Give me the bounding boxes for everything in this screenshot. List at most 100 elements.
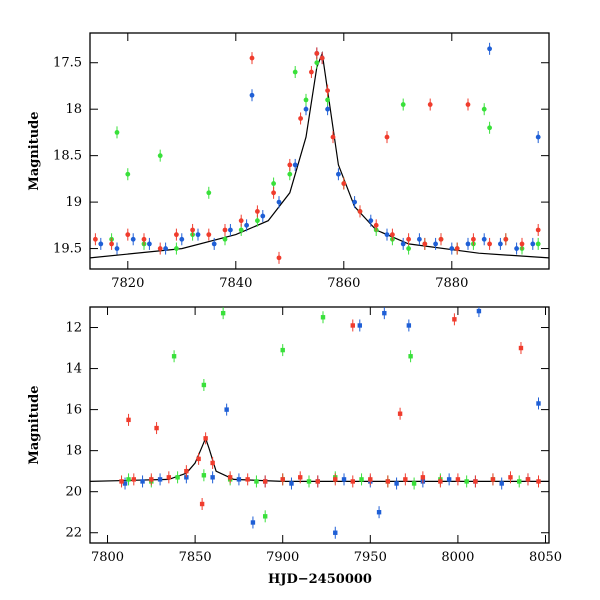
data-point: [262, 514, 268, 519]
x-tick-label: 7820: [111, 276, 144, 291]
data-point: [249, 55, 255, 61]
data-point: [289, 481, 294, 486]
data-point: [481, 106, 487, 112]
data-point: [438, 236, 444, 242]
data-point: [125, 232, 131, 238]
data-point: [174, 246, 179, 251]
x-tick-label: 8000: [441, 550, 474, 565]
data-point: [449, 246, 455, 251]
top-panel: 7820 7840 7860 7880 17.5 18 18.5 19 19.5 Magnitu…: [27, 32, 550, 291]
data-point: [119, 479, 124, 484]
data-point: [390, 232, 395, 238]
data-point: [262, 479, 268, 484]
data-point: [244, 222, 250, 228]
data-point: [149, 477, 154, 482]
data-point: [357, 208, 363, 214]
y-tick-label: 17.5: [53, 56, 82, 71]
data-point: [196, 456, 201, 462]
data-point: [184, 475, 189, 480]
data-point: [280, 477, 285, 482]
data-point: [249, 92, 255, 98]
x-tick-label: 7800: [91, 550, 124, 565]
data-point: [287, 171, 293, 177]
data-point: [260, 213, 266, 219]
data-point: [201, 382, 207, 388]
x-tick-label: 7880: [435, 276, 468, 291]
data-point: [254, 479, 259, 484]
x-tick-label: 7950: [354, 550, 387, 565]
data-point: [427, 102, 433, 107]
data-point: [376, 510, 382, 515]
data-point: [245, 477, 250, 482]
data-point: [190, 227, 196, 233]
data-point: [255, 218, 260, 224]
data-point: [438, 479, 443, 484]
data-point: [157, 477, 163, 482]
data-point: [400, 241, 406, 247]
data-point: [420, 475, 426, 480]
data-point: [490, 477, 496, 482]
data-point: [536, 479, 541, 484]
data-point: [306, 479, 312, 484]
data-point: [446, 477, 452, 482]
data-point: [487, 241, 492, 247]
data-point: [179, 236, 185, 242]
data-point: [350, 323, 355, 328]
data-point: [250, 520, 256, 525]
data-point: [280, 347, 285, 353]
data-point: [174, 232, 179, 238]
data-point: [341, 181, 347, 186]
data-point: [325, 88, 330, 94]
data-point: [109, 241, 114, 247]
data-point: [141, 236, 147, 242]
data-point: [201, 473, 207, 478]
data-point: [473, 479, 478, 484]
data-point: [271, 190, 276, 196]
data-point: [422, 241, 428, 247]
data-point: [114, 246, 120, 251]
data-point: [206, 232, 212, 238]
data-point: [298, 116, 303, 121]
data-point: [452, 317, 457, 322]
data-point: [476, 308, 482, 314]
data-point: [382, 310, 387, 316]
y-tick-label: 18: [65, 102, 82, 117]
data-point: [503, 236, 509, 242]
data-point: [352, 199, 357, 205]
data-point: [394, 481, 399, 486]
data-point: [126, 417, 131, 423]
y-tick-label: 18.5: [53, 149, 82, 164]
data-point: [325, 97, 330, 103]
data-point: [287, 162, 293, 168]
top-y-axis-label: Magnitude: [27, 111, 42, 190]
data-point: [508, 475, 513, 480]
data-point: [271, 181, 276, 186]
data-point: [315, 479, 320, 484]
data-point: [157, 153, 163, 159]
data-point: [238, 227, 244, 233]
data-point: [292, 69, 298, 75]
data-point: [175, 475, 180, 480]
data-point: [130, 236, 136, 242]
data-point: [276, 199, 282, 205]
x-tick-label: 7860: [327, 276, 360, 291]
bottom-axes: 7800 7850 7900 7950 8000 8050 12 14 16 18 20 22: [65, 307, 562, 565]
data-point: [303, 106, 309, 112]
data-point: [206, 190, 212, 196]
model-line: [90, 436, 549, 482]
x-tick-label: 7850: [179, 550, 212, 565]
data-point: [220, 310, 226, 316]
y-tick-label: 14: [65, 362, 82, 377]
top-axes: 7820 7840 7860 7880 17.5 18 18.5 19 19.5: [53, 33, 549, 291]
bottom-plot-area: [90, 307, 549, 539]
data-point: [309, 69, 314, 75]
data-point: [406, 246, 411, 251]
data-point: [303, 97, 309, 103]
data-point: [535, 134, 541, 140]
data-point: [195, 232, 201, 238]
data-point: [276, 255, 282, 261]
data-point: [514, 246, 519, 251]
data-point: [368, 218, 374, 224]
top-plot-frame: [89, 32, 550, 270]
data-point: [487, 125, 492, 131]
